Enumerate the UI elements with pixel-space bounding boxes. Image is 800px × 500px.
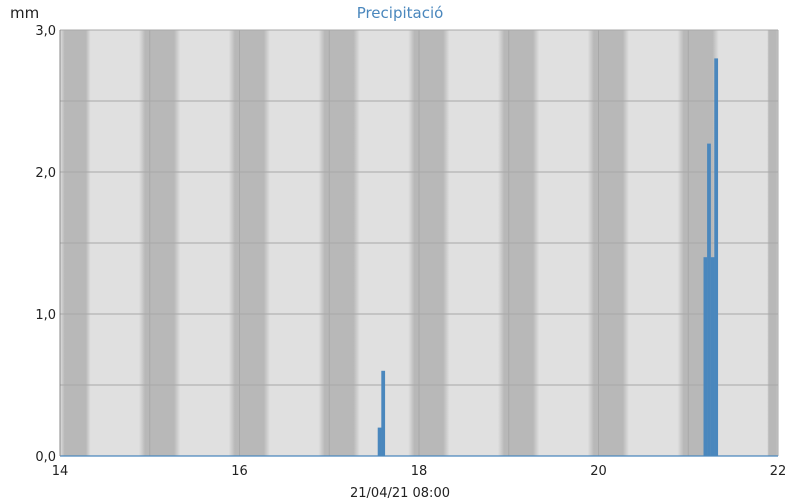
precipitation-bar — [381, 370, 386, 456]
y-tick-label: 3,0 — [35, 24, 56, 39]
grid-lines — [59, 29, 779, 456]
x-tick-label: 22 — [770, 464, 787, 479]
precipitation-bar — [714, 58, 719, 457]
precipitation-bar — [377, 427, 382, 456]
bars — [377, 58, 719, 457]
precipitation-bar — [707, 143, 711, 456]
precipitation-bar — [703, 257, 708, 456]
y-tick-label: 2,0 — [35, 166, 56, 181]
chart-title: Precipitació — [357, 4, 444, 22]
x-tick-label: 18 — [411, 464, 428, 479]
y-tick-label: 1,0 — [35, 308, 56, 323]
y-tick-labels: 0,0 1,0 2,0 3,0 — [35, 24, 56, 465]
x-tick-label: 16 — [231, 464, 248, 479]
y-axis-unit-label: mm — [10, 4, 39, 22]
axes — [59, 30, 778, 457]
x-tick-label: 20 — [590, 464, 607, 479]
y-tick-label: 0,0 — [35, 450, 56, 465]
timestamp-label: 21/04/21 08:00 — [350, 486, 450, 500]
x-tick-labels: 14 16 18 20 22 — [52, 464, 787, 479]
precipitation-bar — [710, 257, 715, 456]
x-tick-label: 14 — [52, 464, 69, 479]
